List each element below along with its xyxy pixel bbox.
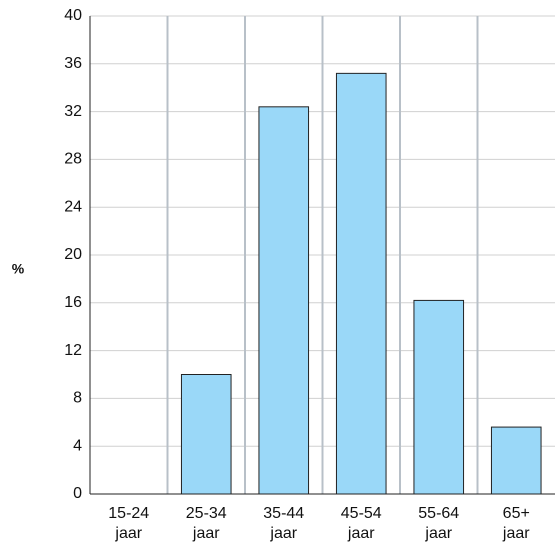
x-tick-label: 25-34 jaar [186, 505, 227, 542]
y-tick-label: 12 [64, 342, 82, 359]
x-tick-label: 65+ jaar [502, 505, 530, 542]
x-tick-label: 55-64 jaar [418, 505, 459, 542]
y-tick-label: 32 [64, 103, 82, 120]
y-axis-label: % [12, 261, 25, 277]
y-tick-label: 20 [64, 246, 82, 263]
y-tick-label: 40 [64, 7, 82, 24]
x-tick-label: 35-44 jaar [263, 505, 304, 542]
y-tick-label: 16 [64, 294, 82, 311]
bar [180, 374, 232, 495]
y-tick-label: 8 [73, 390, 82, 407]
bar [413, 299, 465, 495]
y-tick-label: 0 [73, 485, 82, 502]
bar [490, 426, 542, 495]
y-tick-label: 28 [64, 151, 82, 168]
bar [335, 72, 387, 495]
x-tick-label: 45-54 jaar [341, 505, 382, 542]
bar [258, 106, 310, 495]
y-tick-label: 36 [64, 55, 82, 72]
y-tick-label: 24 [64, 198, 82, 215]
x-tick-label: 15-24 jaar [108, 505, 149, 542]
y-tick-label: 4 [73, 437, 82, 454]
